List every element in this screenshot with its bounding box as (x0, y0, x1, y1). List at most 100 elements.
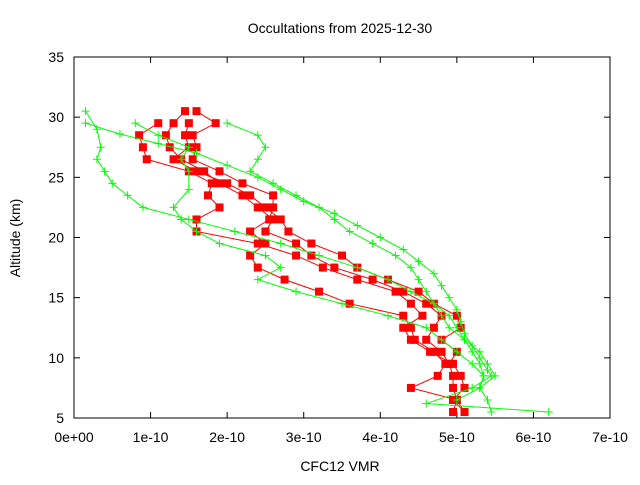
data-point (487, 407, 496, 416)
data-point (429, 269, 438, 278)
data-point (376, 233, 385, 242)
data-point (353, 263, 362, 272)
data-point (96, 143, 105, 152)
data-point (192, 107, 201, 116)
data-point (177, 155, 186, 164)
data-point (429, 323, 438, 332)
data-point (192, 167, 201, 176)
data-point (422, 323, 431, 332)
data-point (452, 323, 461, 332)
data-point (307, 251, 316, 260)
data-point (406, 383, 415, 392)
data-point (246, 251, 255, 260)
data-point (437, 311, 446, 320)
data-point (207, 179, 216, 188)
data-point (479, 371, 488, 380)
series-line (85, 122, 549, 413)
data-point (544, 407, 553, 416)
data-point (399, 287, 408, 296)
data-point (422, 335, 431, 344)
data-point (422, 299, 431, 308)
data-point (456, 317, 465, 326)
data-point (399, 245, 408, 254)
data-point (253, 239, 262, 248)
data-point (414, 287, 423, 296)
data-point (399, 323, 408, 332)
series-7 (131, 119, 488, 404)
data-point (284, 227, 293, 236)
data-point (449, 407, 458, 416)
data-point (292, 239, 301, 248)
data-point (269, 203, 278, 212)
data-point (188, 131, 197, 140)
data-point (169, 203, 178, 212)
data-point (192, 215, 201, 224)
data-point (368, 275, 377, 284)
data-point (460, 407, 469, 416)
series-2 (135, 119, 469, 416)
data-point (456, 371, 465, 380)
data-point (280, 275, 289, 284)
data-point (383, 311, 392, 320)
data-point (368, 239, 377, 248)
data-point (177, 215, 186, 224)
series-line (165, 110, 458, 413)
data-point (215, 167, 224, 176)
data-point (315, 287, 324, 296)
data-point (181, 131, 190, 140)
series-3 (169, 119, 465, 368)
series-line (192, 110, 465, 413)
data-point (135, 131, 144, 140)
data-point (292, 287, 301, 296)
data-point (154, 131, 163, 140)
plot-frame (73, 56, 611, 419)
data-point (422, 287, 431, 296)
x-tick-label: 5e-10 (439, 429, 475, 445)
data-point (399, 311, 408, 320)
data-point (81, 107, 90, 116)
x-tick-label: 4e-10 (362, 429, 398, 445)
data-point (345, 299, 354, 308)
data-point (108, 179, 117, 188)
data-point (215, 179, 224, 188)
data-point (468, 383, 477, 392)
data-point (437, 281, 446, 290)
data-point (437, 335, 446, 344)
data-point (253, 173, 262, 182)
data-point (138, 143, 147, 152)
data-point (154, 119, 163, 128)
series-1 (188, 107, 469, 416)
data-point (345, 227, 354, 236)
data-point (445, 323, 454, 332)
data-point (92, 155, 101, 164)
data-point (123, 191, 132, 200)
data-point (184, 167, 193, 176)
data-point (318, 263, 327, 272)
data-point (184, 119, 193, 128)
data-point (452, 305, 461, 314)
data-point (184, 215, 193, 224)
data-point (253, 203, 262, 212)
y-tick-label: 20 (48, 230, 64, 246)
data-point (315, 203, 324, 212)
data-point (353, 221, 362, 230)
data-point (418, 311, 427, 320)
data-point (204, 191, 212, 200)
data-point (161, 131, 170, 140)
x-axis-label: CFC12 VMR (300, 458, 379, 474)
y-tick-label: 35 (48, 49, 64, 65)
data-point (452, 311, 461, 320)
data-point (414, 275, 423, 284)
data-point (253, 155, 262, 164)
data-point (406, 263, 415, 272)
x-tick-label: 3e-10 (286, 429, 322, 445)
data-point (192, 227, 201, 236)
data-point (406, 323, 415, 332)
data-point (276, 185, 285, 194)
data-point (261, 227, 270, 236)
data-point (391, 287, 400, 296)
series-4 (81, 107, 496, 416)
data-point (246, 227, 255, 236)
y-tick-label: 15 (48, 290, 64, 306)
